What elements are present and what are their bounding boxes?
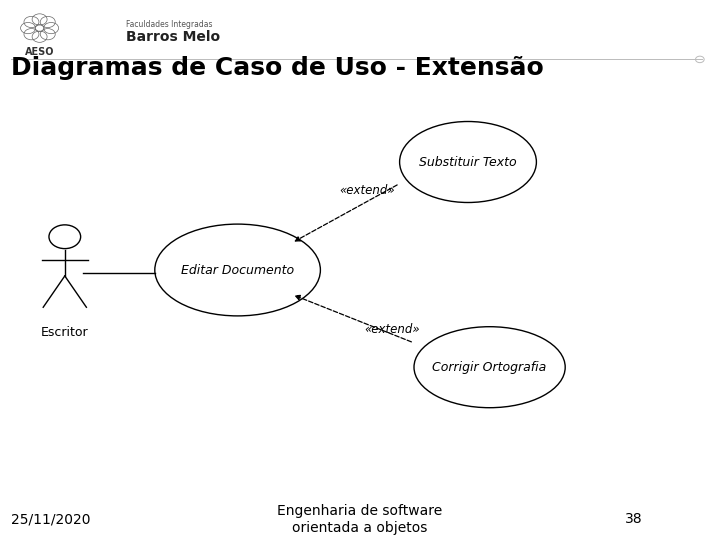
Text: Diagramas de Caso de Uso - Extensão: Diagramas de Caso de Uso - Extensão xyxy=(11,56,544,79)
Text: 38: 38 xyxy=(625,512,642,526)
Text: Engenharia de software
orientada a objetos: Engenharia de software orientada a objet… xyxy=(277,504,443,535)
Text: Substituir Texto: Substituir Texto xyxy=(419,156,517,168)
Text: Faculdades Integradas: Faculdades Integradas xyxy=(126,20,212,29)
Text: Escritor: Escritor xyxy=(41,326,89,339)
Text: Corrigir Ortografia: Corrigir Ortografia xyxy=(433,361,546,374)
Text: «extend»: «extend» xyxy=(339,184,395,197)
Text: AESO: AESO xyxy=(25,47,54,57)
Text: Editar Documento: Editar Documento xyxy=(181,264,294,276)
Text: «extend»: «extend» xyxy=(364,323,420,336)
Text: 25/11/2020: 25/11/2020 xyxy=(11,512,90,526)
Text: Barros Melo: Barros Melo xyxy=(126,30,220,44)
